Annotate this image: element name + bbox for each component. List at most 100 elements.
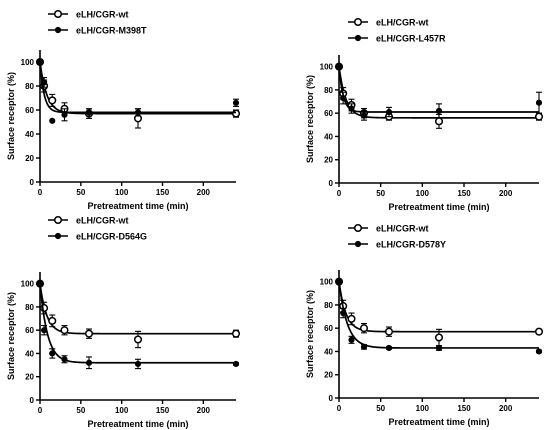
data-point (48, 96, 57, 105)
chart-panel-1: 0 20 40 60 80 100 0 50 100 150 200 Pretreatment tim… (6, 10, 241, 211)
y-tick-label: 0 (30, 396, 35, 405)
x-tick-label: 50 (376, 189, 385, 198)
y-axis-label: Surface receptor (%) (305, 75, 315, 163)
x-tick-label: 0 (337, 404, 342, 413)
x-tick-label: 200 (499, 404, 513, 413)
y-tick-label: 100 (320, 63, 334, 72)
x-tick-label: 150 (156, 188, 170, 197)
y-tick-label: 100 (320, 278, 334, 287)
y-tick-label: 60 (25, 326, 34, 335)
y-tick-label: 60 (324, 324, 333, 333)
data-point (535, 99, 543, 106)
legend-marker (354, 240, 362, 248)
data-point (231, 109, 241, 118)
x-tick-label: 150 (156, 406, 170, 415)
legend-entry: eLH/CGR-D578Y (348, 240, 446, 250)
legend-entry: eLH/CGR-M398T (48, 26, 147, 36)
x-axis-label: Pretreatment time (min) (388, 202, 489, 212)
data-point (49, 117, 56, 124)
x-axis-label: Pretreatment time (min) (388, 417, 489, 427)
data-point (36, 58, 44, 66)
data-point (434, 333, 444, 342)
fit-curve-2 (39, 61, 236, 114)
y-tick-label: 20 (324, 156, 333, 165)
y-tick-label: 40 (25, 349, 34, 358)
y-axis-label: Surface receptor (%) (6, 72, 16, 160)
data-point (384, 327, 394, 336)
y-tick-label: 0 (30, 178, 35, 187)
legend-label: eLH/CGR-M398T (76, 26, 147, 36)
data-point (348, 105, 355, 112)
data-point (340, 94, 347, 102)
legend-label: eLH/CGR-L457R (376, 34, 446, 44)
data-point (435, 344, 443, 352)
y-tick-label: 0 (329, 394, 334, 403)
fit-curve-2 (39, 283, 236, 364)
data-point (40, 327, 48, 334)
legend-label: eLH/CGR-wt (376, 18, 429, 28)
y-tick-label: 80 (25, 82, 34, 91)
y-tick-label: 100 (21, 280, 35, 289)
data-point (61, 111, 68, 118)
data-point (232, 360, 240, 368)
y-tick-label: 80 (25, 303, 34, 312)
legend-marker (353, 17, 363, 27)
legend-marker (354, 34, 362, 42)
x-tick-label: 50 (76, 406, 85, 415)
data-point (434, 117, 444, 126)
data-point (347, 314, 356, 323)
y-tick-label: 80 (324, 301, 333, 310)
data-point (84, 329, 94, 338)
data-point (133, 335, 143, 344)
chart-panel-2: 0 20 40 60 80 100 0 50 100 150 200 Pretreatment tim… (305, 18, 544, 212)
x-tick-label: 0 (337, 189, 342, 198)
data-point (60, 326, 69, 335)
legend-marker (53, 215, 63, 225)
y-tick-label: 60 (25, 106, 34, 115)
data-point (435, 107, 443, 114)
x-tick-label: 0 (38, 188, 43, 197)
legend-entry: eLH/CGR-wt (348, 18, 429, 28)
x-tick-label: 0 (38, 406, 43, 415)
data-point (335, 63, 343, 70)
x-tick-label: 100 (115, 188, 129, 197)
legend-marker (53, 9, 63, 19)
data-point (534, 112, 544, 121)
data-point (48, 316, 57, 325)
fit-curve-1 (338, 281, 539, 333)
data-point (534, 327, 544, 336)
data-point (385, 344, 393, 352)
y-tick-label: 0 (329, 179, 334, 188)
data-point (49, 350, 56, 357)
data-point (335, 278, 343, 285)
legend-label: eLH/CGR-D578Y (376, 240, 446, 250)
legend-marker (54, 26, 62, 34)
fit-curve-1 (39, 61, 236, 115)
legend-marker (54, 232, 62, 240)
y-tick-label: 20 (324, 371, 333, 380)
x-tick-label: 50 (376, 404, 385, 413)
legend-entry: eLH/CGR-L457R (348, 34, 446, 44)
chart-panel-4: 0 20 40 60 80 100 0 50 100 150 200 Pretreatment tim… (305, 224, 544, 427)
data-point (348, 336, 355, 343)
x-tick-label: 200 (499, 189, 513, 198)
data-point (85, 109, 93, 116)
y-tick-label: 40 (324, 347, 333, 356)
x-tick-label: 200 (197, 188, 211, 197)
legend-entry: eLH/CGR-wt (48, 10, 129, 20)
x-tick-label: 150 (457, 189, 471, 198)
x-axis-label: Pretreatment time (min) (87, 419, 188, 429)
y-axis-label: Surface receptor (%) (305, 290, 315, 378)
legend-label: eLH/CGR-wt (76, 216, 129, 226)
y-tick-label: 60 (324, 109, 333, 118)
data-point (40, 79, 48, 86)
data-point (134, 109, 142, 116)
legend-entry: eLH/CGR-D564G (48, 232, 147, 242)
y-tick-label: 40 (25, 130, 34, 139)
legend-entry: eLH/CGR-wt (48, 216, 129, 226)
data-point (340, 309, 347, 317)
data-point (231, 329, 241, 338)
data-point (134, 360, 142, 368)
